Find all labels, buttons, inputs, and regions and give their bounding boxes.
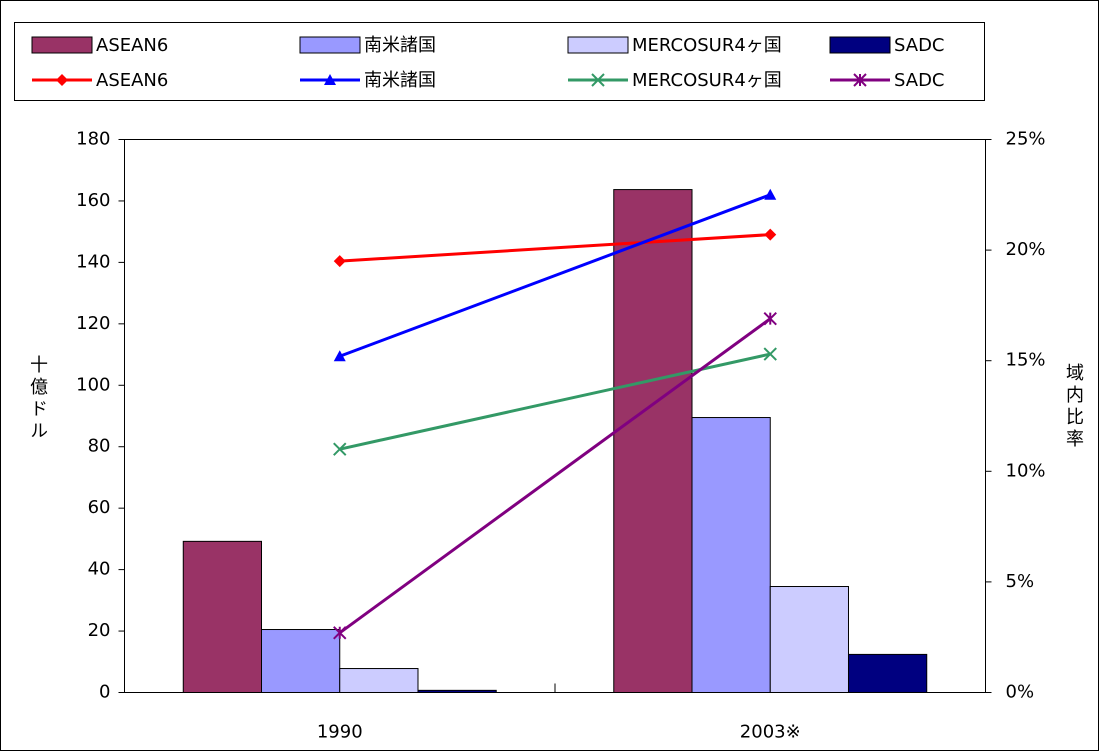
bar <box>691 417 771 693</box>
y2-tick-label: 10% <box>1006 460 1046 481</box>
point <box>333 626 347 640</box>
y-tick-label: 100 <box>76 374 110 395</box>
legend-label: SADC <box>894 35 945 56</box>
point <box>333 442 347 456</box>
point <box>333 255 346 268</box>
y-axis-label: 十億ドル <box>27 355 48 443</box>
y2-axis-label: 域内比率 <box>1063 363 1084 451</box>
y2-tick-label: 15% <box>1006 350 1046 371</box>
legend-box <box>14 22 985 101</box>
legend-marker <box>324 74 336 85</box>
line <box>339 233 771 263</box>
x-tick-label: 1990 <box>317 722 363 743</box>
legend-swatch <box>567 36 629 54</box>
line <box>339 193 771 358</box>
y-tick-label: 160 <box>76 190 110 211</box>
y2-tick-label: 5% <box>1006 571 1035 592</box>
point <box>764 228 777 241</box>
point <box>763 347 777 361</box>
legend-marker <box>591 73 605 87</box>
y-tick-label: 40 <box>88 559 111 580</box>
y-tick-label: 140 <box>76 251 110 272</box>
legend-label: SADC <box>894 70 945 91</box>
y-tick-label: 20 <box>88 620 111 641</box>
legend-marker <box>853 73 867 87</box>
x-tick-label: 2003※ <box>740 722 801 743</box>
y2-tick-label: 25% <box>1006 129 1046 150</box>
y-tick-label: 0 <box>99 682 110 703</box>
legend-label: MERCOSUR4ヶ国 <box>632 35 782 56</box>
bar <box>847 653 928 693</box>
line <box>338 317 772 634</box>
legend-label: ASEAN6 <box>96 35 168 56</box>
y-tick-label: 180 <box>76 129 110 150</box>
legend-swatch <box>31 36 93 54</box>
point <box>764 188 777 200</box>
legend-marker <box>56 74 68 86</box>
legend-swatch <box>299 36 361 54</box>
bar <box>613 189 693 694</box>
y2-tick-label: 0% <box>1006 682 1035 703</box>
legend-label: MERCOSUR4ヶ国 <box>632 70 782 91</box>
legend-label: ASEAN6 <box>96 70 168 91</box>
y-tick-label: 120 <box>76 313 110 334</box>
point <box>333 350 346 362</box>
bar <box>182 540 263 694</box>
point <box>763 311 777 326</box>
legend-label: 南米諸国 <box>364 35 436 56</box>
y2-tick-label: 20% <box>1006 239 1046 260</box>
y-tick-label: 80 <box>88 436 111 457</box>
bar <box>261 629 341 694</box>
bar <box>339 668 419 694</box>
y-tick-label: 60 <box>88 497 111 518</box>
legend-swatch <box>829 36 891 54</box>
bar <box>417 689 497 693</box>
bar <box>769 586 849 694</box>
legend-label: 南米諸国 <box>364 70 436 91</box>
